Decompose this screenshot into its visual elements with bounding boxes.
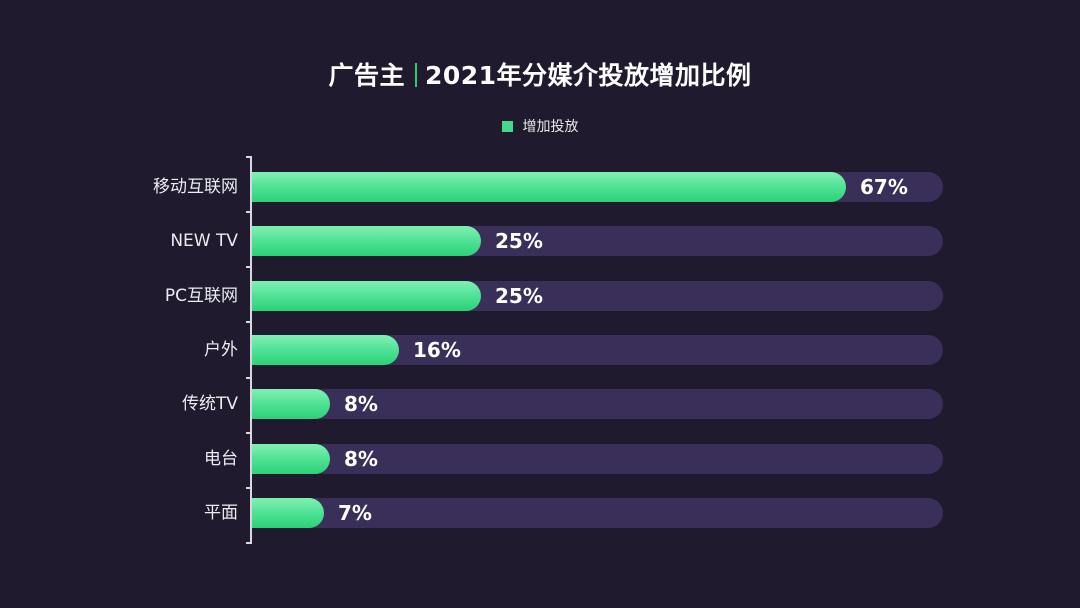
axis-tick xyxy=(246,487,252,489)
bar-row: 平面 7% xyxy=(0,498,1080,528)
axis-tick xyxy=(246,542,252,544)
bar-track xyxy=(252,389,943,419)
bar-row: NEW TV 25% xyxy=(0,226,1080,256)
value-label: 8% xyxy=(344,392,378,416)
bar-fill xyxy=(252,444,330,474)
bar-row: 户外 16% xyxy=(0,335,1080,365)
category-label: NEW TV xyxy=(170,231,238,251)
value-label: 8% xyxy=(344,447,378,471)
category-label: 平面 xyxy=(204,503,238,523)
axis-tick xyxy=(246,321,252,323)
category-label: 传统TV xyxy=(181,394,238,414)
bar-track xyxy=(252,498,943,528)
bar-row: 传统TV 8% xyxy=(0,389,1080,419)
bar-fill xyxy=(252,389,330,419)
value-label: 16% xyxy=(413,338,461,362)
chart-title-prefix: 广告主 xyxy=(328,61,405,90)
y-axis-line xyxy=(250,156,252,542)
bar-fill xyxy=(252,281,481,311)
value-label: 7% xyxy=(338,501,372,525)
category-label: PC互联网 xyxy=(164,286,238,306)
chart-title-main: 2021年分媒介投放增加比例 xyxy=(424,61,752,90)
legend-swatch-icon xyxy=(501,120,513,132)
chart-title: 广告主 2021年分媒介投放增加比例 xyxy=(0,56,1080,96)
legend-label: 增加投放 xyxy=(522,119,579,135)
value-label: 25% xyxy=(495,229,543,253)
axis-tick xyxy=(246,156,252,158)
bar-fill xyxy=(252,172,846,202)
title-separator xyxy=(414,63,417,87)
category-label: 户外 xyxy=(204,340,238,360)
bar-fill xyxy=(252,498,324,528)
bar-row: PC互联网 25% xyxy=(0,281,1080,311)
axis-tick xyxy=(246,432,252,434)
category-label: 电台 xyxy=(204,449,238,469)
axis-tick xyxy=(246,211,252,213)
bar-fill xyxy=(252,335,399,365)
bar-fill xyxy=(252,226,481,256)
bar-row: 电台 8% xyxy=(0,444,1080,474)
legend: 增加投放 xyxy=(0,116,1080,136)
value-label: 67% xyxy=(860,175,908,199)
bar-track xyxy=(252,444,943,474)
axis-tick xyxy=(246,266,252,268)
value-label: 25% xyxy=(495,284,543,308)
bar-row: 移动互联网 67% xyxy=(0,172,1080,202)
axis-tick xyxy=(246,377,252,379)
category-label: 移动互联网 xyxy=(153,177,238,197)
